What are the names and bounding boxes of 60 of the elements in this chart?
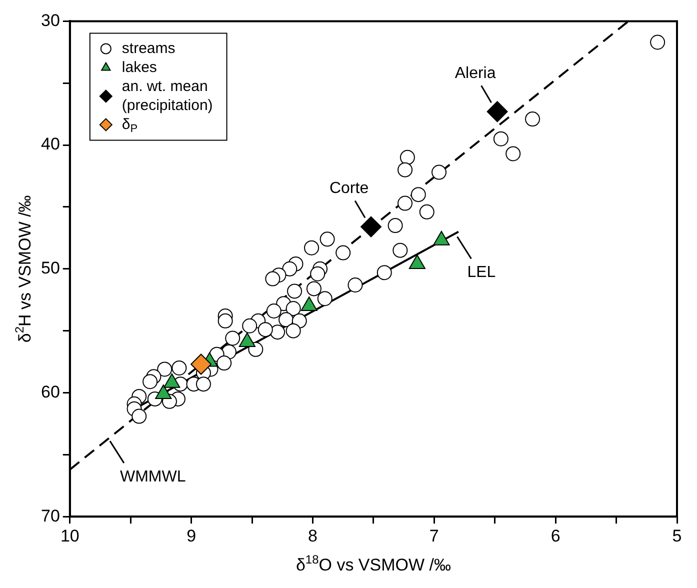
point	[525, 112, 540, 127]
point	[287, 284, 302, 299]
y-tick-label: 30	[40, 10, 60, 30]
annotation: LEL	[467, 264, 496, 282]
point	[304, 240, 320, 256]
point	[216, 356, 232, 371]
point	[650, 34, 666, 50]
point	[142, 374, 158, 390]
point	[225, 330, 240, 346]
point	[486, 101, 508, 122]
point	[242, 318, 258, 334]
annotation: WMMWL	[120, 468, 186, 486]
point	[410, 187, 426, 202]
y-tick-label: 40	[40, 134, 60, 154]
point	[388, 218, 403, 234]
point	[282, 261, 298, 276]
y-tick-label: 50	[40, 258, 60, 278]
point	[286, 301, 301, 316]
legend-label: lakes	[122, 58, 157, 76]
point	[306, 281, 322, 296]
point	[400, 150, 415, 165]
point	[172, 360, 187, 376]
x-tick-label: 7	[429, 526, 439, 546]
x-tick-label: 6	[550, 526, 560, 546]
annotation: Aleria	[454, 65, 496, 82]
point	[157, 362, 172, 377]
point	[336, 245, 351, 260]
y-tick-label: 70	[40, 506, 60, 526]
point	[258, 322, 273, 338]
point	[398, 162, 413, 178]
point	[270, 324, 286, 340]
point	[376, 265, 392, 280]
x-tick-label: 8	[308, 526, 318, 546]
legend-label: streams	[122, 40, 176, 57]
point	[506, 146, 521, 162]
point	[266, 304, 282, 319]
point	[419, 204, 434, 220]
point	[320, 232, 335, 247]
point	[398, 196, 413, 211]
point	[132, 408, 147, 424]
point	[218, 313, 233, 328]
x-tick-label: 9	[186, 526, 196, 546]
legend-label: an. wt. mean (precipitation)	[122, 78, 213, 114]
point	[286, 323, 301, 338]
point	[392, 242, 408, 258]
point	[278, 312, 294, 328]
point	[190, 354, 212, 375]
point	[493, 131, 508, 146]
annotation: Corte	[329, 180, 369, 198]
y-axis-title: δ2H vs VSMOW /‰	[12, 195, 35, 343]
point	[317, 291, 332, 306]
point	[265, 271, 280, 286]
point	[310, 266, 326, 282]
point	[360, 216, 382, 238]
point	[348, 278, 363, 292]
point	[196, 376, 211, 392]
y-tick-label: 60	[40, 382, 60, 402]
point	[432, 164, 447, 180]
x-tick-label: 5	[672, 526, 682, 546]
x-tick-label: 10	[60, 526, 80, 546]
